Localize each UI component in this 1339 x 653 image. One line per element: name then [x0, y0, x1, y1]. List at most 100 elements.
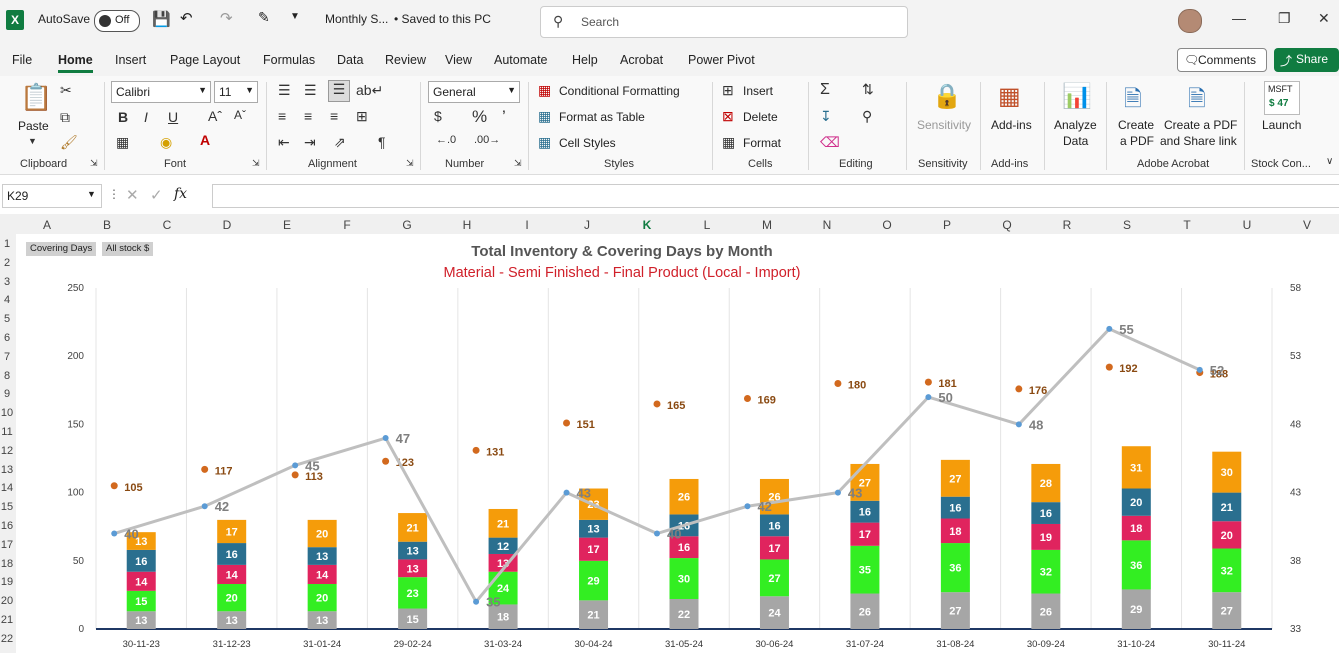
increase-font-icon[interactable]: Aˆ [208, 108, 222, 124]
cell-styles-button[interactable]: Cell Styles [559, 136, 616, 150]
decrease-indent-icon[interactable]: ⇤ [278, 134, 290, 150]
borders-icon[interactable]: ▦ [116, 134, 130, 150]
column-header-V[interactable]: V [1302, 218, 1311, 232]
tab-help[interactable]: Help [572, 53, 598, 67]
find-select-icon[interactable]: ⚲ [862, 108, 873, 124]
close-icon[interactable]: ✕ [1318, 10, 1330, 26]
increase-decimal-icon[interactable]: ←.0 [436, 134, 457, 146]
tab-home[interactable]: Home [58, 53, 93, 73]
row-header-20[interactable]: 20 [0, 595, 14, 608]
align-right-icon[interactable]: ≡ [330, 108, 339, 124]
autosave-toggle[interactable]: Off [94, 10, 140, 32]
autosum-icon[interactable]: Σ [820, 81, 830, 98]
comments-button[interactable]: 🗨 Comments [1177, 48, 1267, 72]
column-header-D[interactable]: D [222, 218, 232, 232]
column-header-K[interactable]: K [642, 218, 652, 232]
row-header-7[interactable]: 7 [3, 350, 11, 363]
tab-acrobat[interactable]: Acrobat [620, 53, 664, 67]
create-pdf-line1[interactable]: Create [1118, 118, 1155, 132]
row-header-12[interactable]: 12 [0, 444, 14, 457]
column-header-P[interactable]: P [942, 218, 951, 232]
tab-automate[interactable]: Automate [494, 53, 548, 67]
slicer-covering-days[interactable]: Covering Days [26, 242, 97, 256]
text-direction-icon[interactable]: ¶ [378, 134, 386, 150]
share-pdf-line2[interactable]: and Share link [1160, 134, 1237, 148]
tab-file[interactable]: File [12, 53, 33, 67]
launch-button[interactable]: Launch [1262, 118, 1302, 132]
align-top-icon[interactable]: ☰ [278, 82, 291, 98]
paste-dropdown-icon[interactable]: ▼ [28, 136, 37, 146]
enter-icon[interactable]: ✓ [150, 187, 163, 204]
decrease-decimal-icon[interactable]: .00→ [474, 134, 501, 146]
row-header-9[interactable]: 9 [3, 388, 11, 401]
increase-indent-icon[interactable]: ⇥ [304, 134, 316, 150]
column-header-I[interactable]: I [525, 218, 529, 232]
currency-icon[interactable]: $ [434, 108, 442, 124]
row-header-4[interactable]: 4 [3, 294, 11, 307]
column-header-S[interactable]: S [1122, 218, 1131, 232]
row-header-3[interactable]: 3 [3, 275, 11, 288]
share-pdf-line1[interactable]: Create a PDF [1164, 118, 1238, 132]
font-name-select[interactable]: Calibri ▼ [111, 81, 211, 103]
row-header-14[interactable]: 14 [0, 482, 14, 495]
row-header-21[interactable]: 21 [0, 614, 14, 626]
more-icon[interactable]: ⋮ [108, 187, 120, 201]
row-header-17[interactable]: 17 [0, 538, 14, 551]
tab-view[interactable]: View [445, 53, 472, 67]
search-box[interactable]: ⚲ Search [540, 6, 908, 38]
row-header-6[interactable]: 6 [3, 332, 11, 344]
row-header-18[interactable]: 18 [0, 557, 14, 570]
decrease-font-icon[interactable]: Aˇ [234, 108, 246, 122]
row-header-11[interactable]: 11 [1, 426, 13, 438]
font-color-icon[interactable]: A [200, 132, 211, 148]
row-header-13[interactable]: 13 [0, 463, 14, 476]
cut-icon[interactable]: ✂ [60, 82, 72, 98]
avatar[interactable] [1178, 9, 1202, 33]
row-header-5[interactable]: 5 [3, 313, 11, 326]
font-launcher-icon[interactable]: ⇲ [252, 158, 260, 168]
restore-icon[interactable]: ❐ [1278, 10, 1291, 26]
format-painter-icon[interactable]: 🖌 [60, 134, 78, 150]
italic-icon[interactable]: I [144, 109, 148, 125]
tab-insert[interactable]: Insert [115, 53, 147, 67]
sensitivity-button[interactable]: Sensitivity [917, 118, 972, 132]
slicer-all-stock[interactable]: All stock $ [102, 242, 154, 256]
fill-color-icon[interactable]: ◉ [160, 134, 173, 150]
row-header-15[interactable]: 15 [0, 501, 14, 514]
alignment-launcher-icon[interactable]: ⇲ [406, 158, 414, 168]
column-header-R[interactable]: R [1062, 218, 1072, 232]
create-pdf-line2[interactable]: a PDF [1120, 134, 1155, 148]
name-box[interactable]: K29 ▼ [2, 184, 102, 208]
minimize-icon[interactable]: — [1232, 10, 1246, 26]
bold-icon[interactable]: B [118, 109, 129, 125]
row-header-2[interactable]: 2 [3, 256, 11, 269]
analyze-data-line2[interactable]: Data [1063, 134, 1089, 148]
sort-filter-icon[interactable]: ⇅ [862, 81, 874, 97]
tab-data[interactable]: Data [337, 53, 364, 67]
number-launcher-icon[interactable]: ⇲ [514, 158, 522, 168]
column-header-L[interactable]: L [703, 218, 711, 232]
formula-input[interactable] [212, 184, 1339, 208]
column-header-O[interactable]: O [882, 218, 892, 232]
file-name[interactable]: Monthly S... [325, 12, 389, 26]
align-center-icon[interactable]: ≡ [304, 108, 313, 124]
collapse-ribbon-icon[interactable]: ∨ [1326, 156, 1334, 167]
column-header-F[interactable]: F [343, 218, 351, 232]
column-header-G[interactable]: G [402, 218, 412, 232]
align-bottom-icon[interactable]: ☰ [328, 80, 350, 102]
column-header-A[interactable]: A [42, 218, 51, 232]
clipboard-launcher-icon[interactable]: ⇲ [90, 158, 98, 168]
underline-icon[interactable]: U [168, 109, 179, 125]
tab-formulas[interactable]: Formulas [263, 53, 316, 67]
delete-cells-button[interactable]: Delete [743, 110, 778, 124]
column-header-E[interactable]: E [282, 218, 291, 232]
comma-style-icon[interactable]: ’ [502, 107, 506, 126]
column-header-Q[interactable]: Q [1002, 218, 1012, 232]
row-header-8[interactable]: 8 [3, 369, 11, 382]
addins-button[interactable]: Add-ins [991, 118, 1032, 132]
insert-function-icon[interactable]: fx [174, 186, 188, 202]
paste-icon[interactable]: 📋 [20, 82, 53, 112]
touch-mode-icon[interactable]: ✎ [258, 9, 270, 25]
align-left-icon[interactable]: ≡ [278, 108, 287, 124]
undo-icon[interactable]: ↶ [180, 10, 193, 27]
